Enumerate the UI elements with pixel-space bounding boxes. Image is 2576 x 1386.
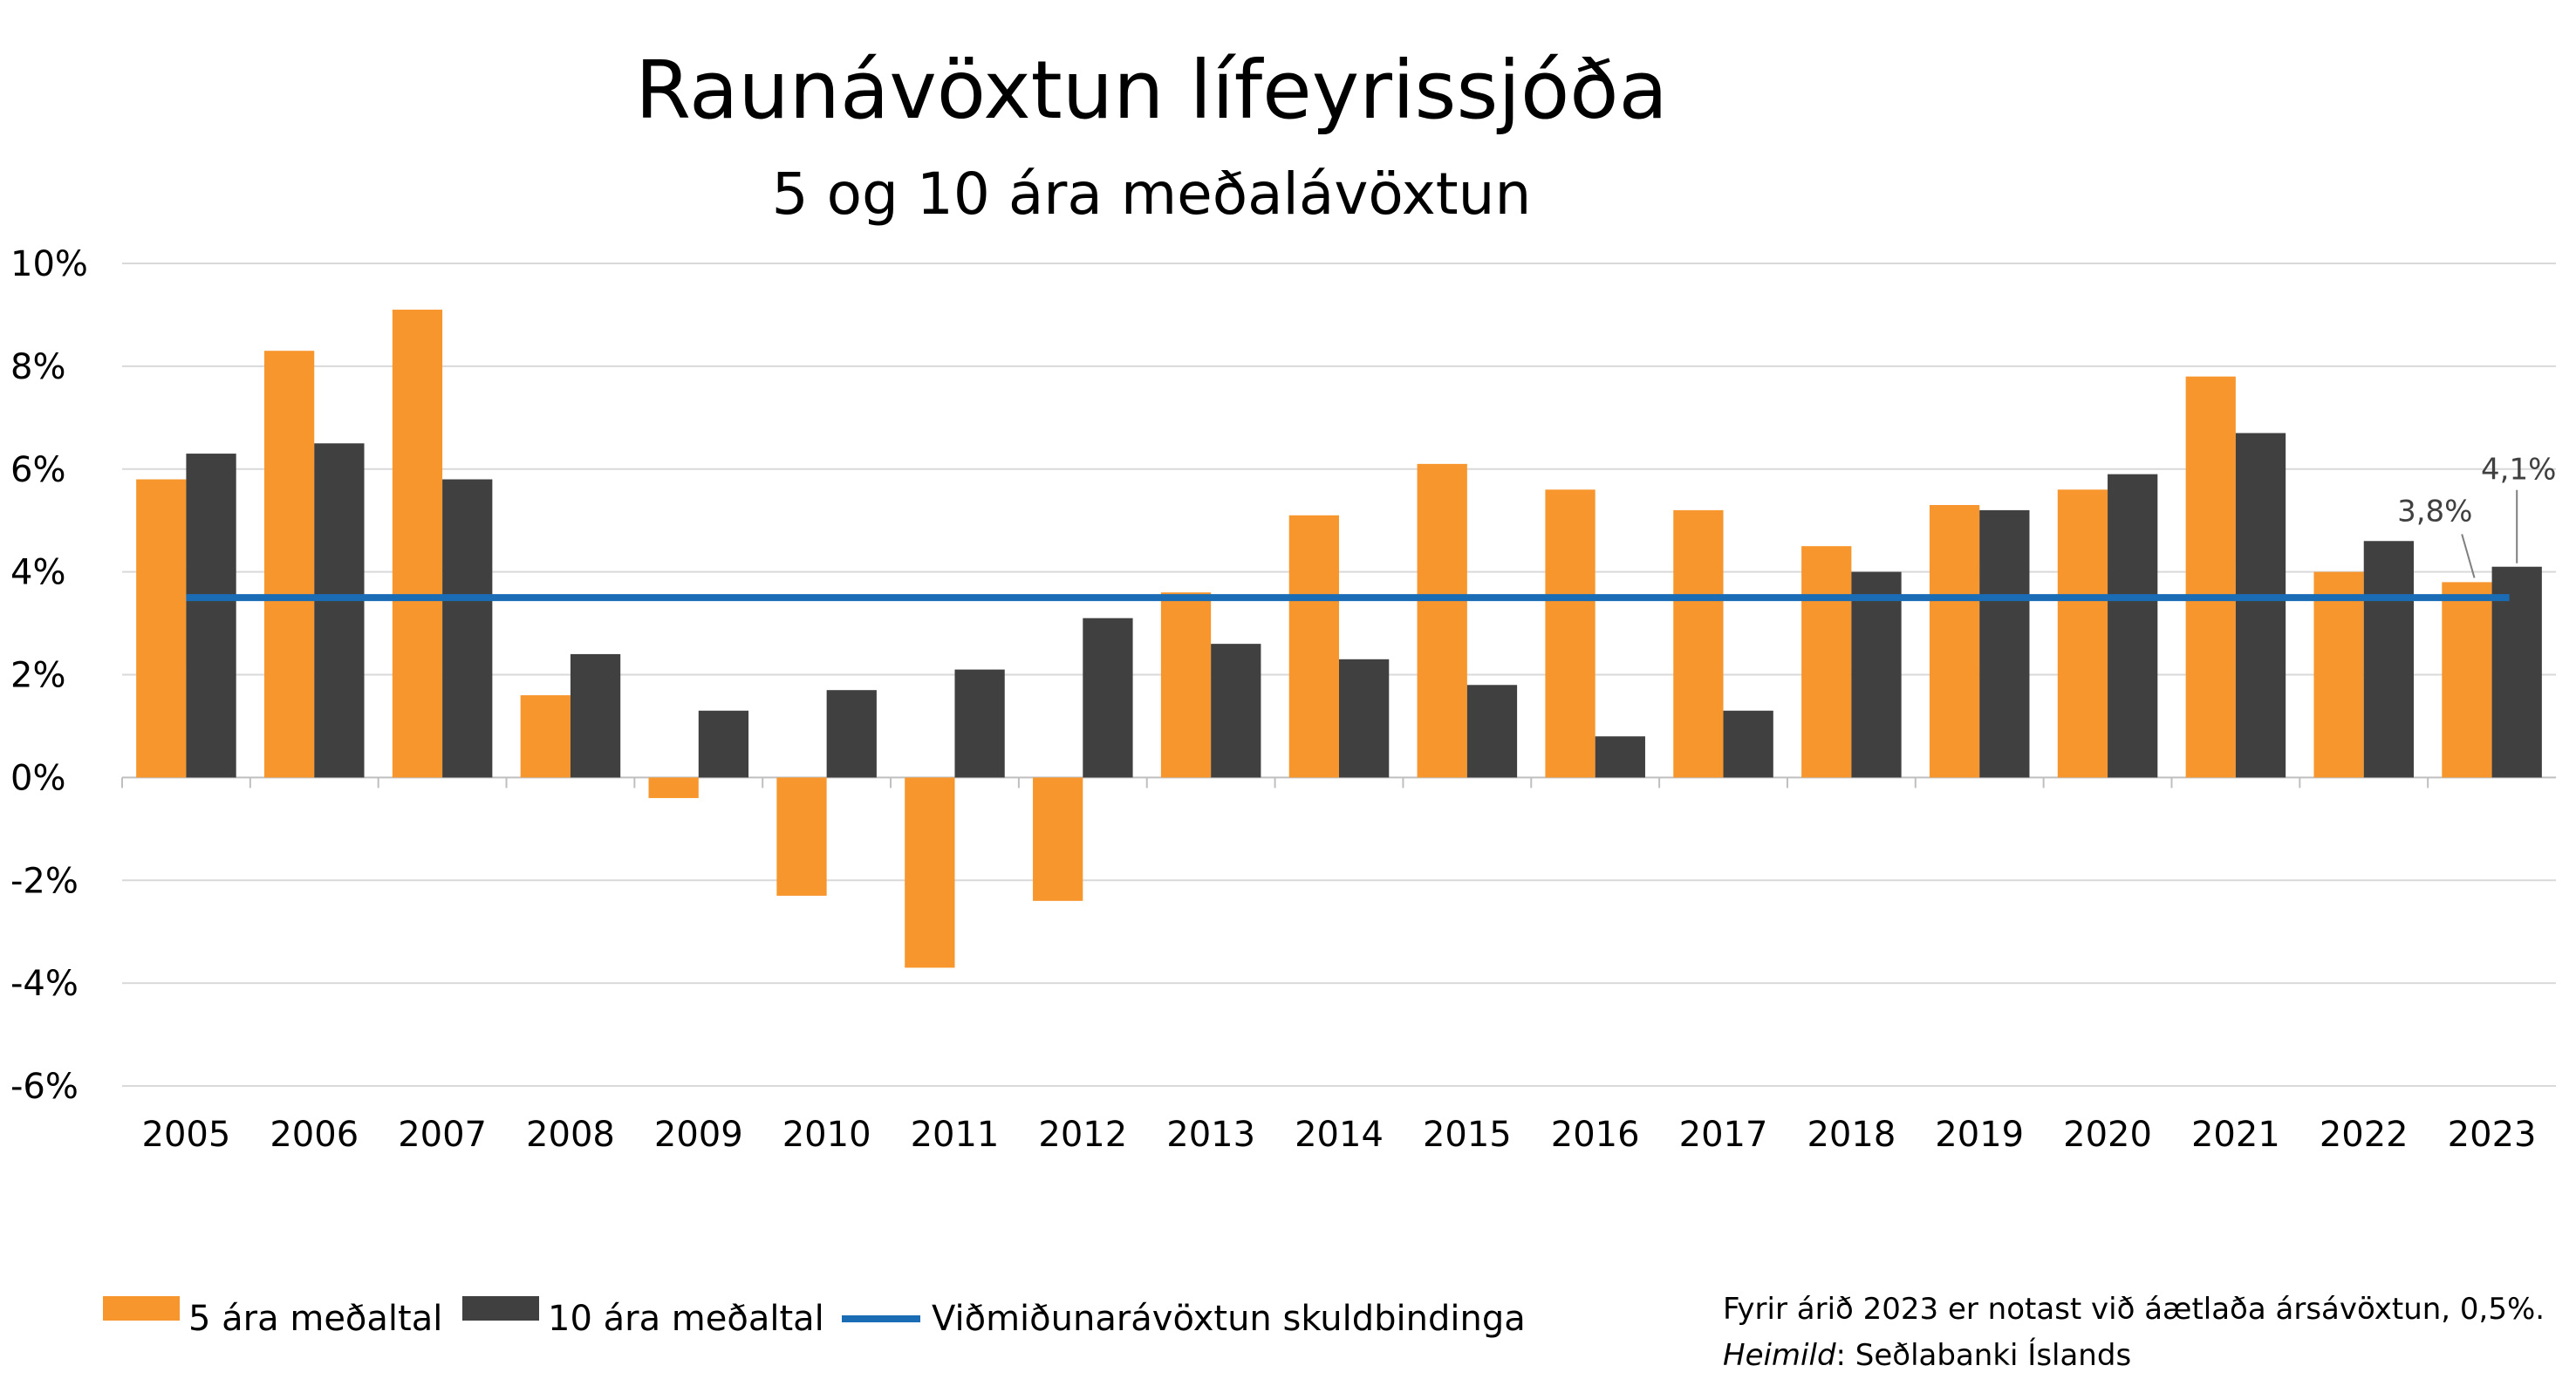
bar-five-year-2010 <box>776 777 827 896</box>
bar-five-year-2019 <box>1929 505 1980 778</box>
source-text: : Seðlabanki Íslands <box>1836 1337 2132 1373</box>
x-tick-label: 2007 <box>398 1115 487 1155</box>
y-tick-label: -6% <box>10 1067 79 1107</box>
x-tick-label: 2019 <box>1935 1115 2024 1155</box>
x-tick-label: 2008 <box>526 1115 615 1155</box>
bar-five-year-2006 <box>263 351 315 778</box>
bar-five-year-2007 <box>392 310 443 778</box>
x-tick-label: 2014 <box>1295 1115 1384 1155</box>
chart-title: Raunávöxtun lífeyrissjóða <box>635 44 1668 137</box>
legend-swatch-five-year <box>103 1296 180 1321</box>
bar-ten-year-2021 <box>2235 433 2286 778</box>
bar-five-year-2014 <box>1288 515 1339 778</box>
x-tick-label: 2022 <box>2320 1115 2409 1155</box>
bar-five-year-2022 <box>2313 571 2364 778</box>
bar-five-year-2008 <box>520 695 571 778</box>
bar-ten-year-2018 <box>1851 571 1902 778</box>
leader-line <box>2461 534 2476 578</box>
data-label-5yr-2023: 3,8% <box>2397 494 2472 529</box>
y-tick-label: 10% <box>10 244 88 284</box>
x-axis-ticks: 2005 2006 2007 2008 2009 2010 2011 2012 2013 2014… <box>142 1115 2537 1155</box>
bar-five-year-2005 <box>136 479 187 778</box>
bar-five-year-2012 <box>1033 777 1083 901</box>
bar-ten-year-2007 <box>442 479 493 778</box>
y-tick-label: 8% <box>10 347 65 387</box>
legend-label-five-year: 5 ára meðaltal <box>188 1299 442 1339</box>
note-line: Fyrir árið 2023 er notast við áætlaða ár… <box>1723 1292 2545 1327</box>
x-tick-label: 2021 <box>2191 1115 2280 1155</box>
bar-ten-year-2006 <box>314 443 365 778</box>
legend-swatch-ten-year <box>462 1296 539 1321</box>
y-tick-label: 6% <box>10 450 65 490</box>
y-tick-label: 4% <box>10 553 65 593</box>
x-tick-label: 2018 <box>1807 1115 1896 1155</box>
bar-ten-year-2023 <box>2491 566 2542 778</box>
x-tick-label: 2006 <box>270 1115 359 1155</box>
bar-ten-year-2013 <box>1211 644 1261 778</box>
data-labels: 3,8% 4,1% <box>2397 453 2556 578</box>
data-label-10yr-2023: 4,1% <box>2481 453 2556 488</box>
bar-ten-year-2022 <box>2363 541 2415 778</box>
x-tick-label: 2017 <box>1679 1115 1768 1155</box>
y-tick-label: -2% <box>10 861 79 901</box>
x-tick-label: 2020 <box>2063 1115 2152 1155</box>
legend-label-ten-year: 10 ára meðaltal <box>548 1299 824 1339</box>
y-tick-label: -4% <box>10 964 79 1004</box>
x-tick-label: 2013 <box>1166 1115 1255 1155</box>
bar-ten-year-2016 <box>1595 736 1645 778</box>
legend: 5 ára meðaltal 10 ára meðaltal Viðmiðunará… <box>103 1296 1526 1339</box>
notes: Fyrir árið 2023 er notast við áætlaða ár… <box>1723 1292 2545 1373</box>
bar-ten-year-2005 <box>186 454 236 778</box>
x-tick-label: 2023 <box>2448 1115 2537 1155</box>
bar-ten-year-2010 <box>826 690 877 778</box>
bar-five-year-2017 <box>1673 509 1724 778</box>
bar-five-year-2016 <box>1545 489 1595 778</box>
x-tick-label: 2011 <box>911 1115 1000 1155</box>
bar-ten-year-2012 <box>1083 618 1133 778</box>
bar-ten-year-2017 <box>1723 710 1773 778</box>
x-tick-label: 2010 <box>782 1115 871 1155</box>
bar-ten-year-2008 <box>570 653 621 778</box>
x-tick-label: 2012 <box>1038 1115 1127 1155</box>
y-tick-label: 2% <box>10 656 65 696</box>
bar-five-year-2018 <box>1801 546 1852 778</box>
bar-ten-year-2019 <box>1979 509 2030 778</box>
x-tick-label: 2016 <box>1551 1115 1640 1155</box>
bars <box>136 310 2542 968</box>
bar-five-year-2013 <box>1160 592 1212 778</box>
x-tick-label: 2005 <box>142 1115 231 1155</box>
x-tick-label: 2009 <box>654 1115 743 1155</box>
bar-five-year-2009 <box>648 777 699 798</box>
bar-ten-year-2014 <box>1339 659 1390 778</box>
chart-subtitle: 5 og 10 ára meðalávöxtun <box>772 160 1532 228</box>
x-tick-label: 2015 <box>1423 1115 1512 1155</box>
bar-five-year-2015 <box>1417 463 1467 778</box>
bar-five-year-2020 <box>2057 489 2108 778</box>
bar-ten-year-2020 <box>2108 474 2158 778</box>
bar-ten-year-2015 <box>1466 685 1518 778</box>
bar-five-year-2021 <box>2185 376 2236 778</box>
y-axis-ticks: 10% 8% 6% 4% 2% 0% -2% -4% -6% <box>10 244 88 1107</box>
source-line: Heimild: Seðlabanki Íslands <box>1723 1337 2131 1373</box>
source-label: Heimild <box>1723 1338 1836 1373</box>
bar-ten-year-2011 <box>954 669 1005 778</box>
legend-label-reference: Viðmiðunarávöxtun skuldbindinga <box>932 1299 1526 1339</box>
bar-five-year-2011 <box>905 777 955 968</box>
bar-five-year-2023 <box>2442 582 2492 778</box>
bar-ten-year-2009 <box>698 710 749 778</box>
y-tick-label: 0% <box>10 758 65 798</box>
